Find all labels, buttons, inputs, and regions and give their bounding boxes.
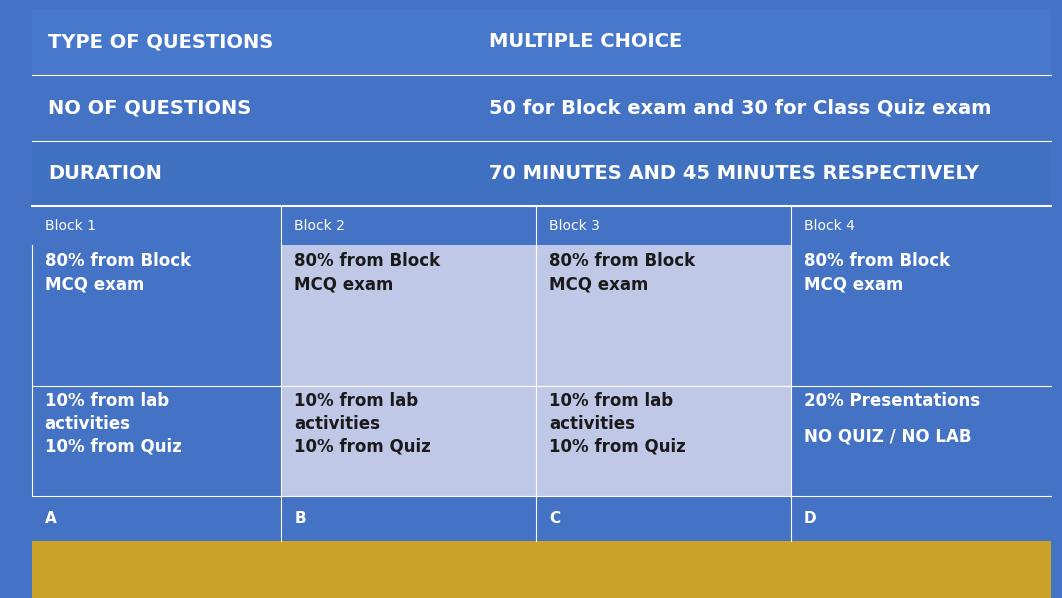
Text: 80% from Block
MCQ exam: 80% from Block MCQ exam bbox=[294, 252, 441, 293]
Text: 70 MINUTES AND 45 MINUTES RESPECTIVELY: 70 MINUTES AND 45 MINUTES RESPECTIVELY bbox=[489, 164, 978, 183]
Bar bbox=[32, 9, 1051, 75]
Bar bbox=[791, 386, 1051, 496]
Text: 50 for Block exam and 30 for Class Quiz exam: 50 for Block exam and 30 for Class Quiz … bbox=[489, 98, 991, 117]
Text: A: A bbox=[45, 511, 56, 526]
Text: 80% from Block
MCQ exam: 80% from Block MCQ exam bbox=[45, 252, 191, 293]
Text: 80% from Block
MCQ exam: 80% from Block MCQ exam bbox=[549, 252, 696, 293]
Bar bbox=[32, 496, 1051, 541]
Text: NO QUIZ / NO LAB: NO QUIZ / NO LAB bbox=[804, 428, 972, 446]
Bar bbox=[536, 386, 791, 496]
Bar bbox=[281, 245, 536, 386]
Text: 20% Presentations: 20% Presentations bbox=[804, 392, 980, 410]
Bar bbox=[32, 541, 1051, 598]
Text: NO OF QUESTIONS: NO OF QUESTIONS bbox=[48, 98, 251, 117]
Bar bbox=[32, 245, 281, 386]
Text: D: D bbox=[804, 511, 817, 526]
Bar bbox=[32, 206, 1051, 245]
Text: Block 2: Block 2 bbox=[294, 219, 345, 233]
Text: Block 4: Block 4 bbox=[804, 219, 855, 233]
Bar bbox=[791, 245, 1051, 386]
Text: DURATION: DURATION bbox=[48, 164, 161, 183]
Bar bbox=[281, 386, 536, 496]
Text: 10% from lab
activities
10% from Quiz: 10% from lab activities 10% from Quiz bbox=[294, 392, 431, 456]
Bar bbox=[32, 75, 1051, 141]
Text: 10% from lab
activities
10% from Quiz: 10% from lab activities 10% from Quiz bbox=[45, 392, 182, 456]
Text: 80% from Block
MCQ exam: 80% from Block MCQ exam bbox=[804, 252, 950, 293]
Text: Block 3: Block 3 bbox=[549, 219, 600, 233]
Text: TYPE OF QUESTIONS: TYPE OF QUESTIONS bbox=[48, 32, 273, 51]
Text: B: B bbox=[294, 511, 306, 526]
Text: MULTIPLE CHOICE: MULTIPLE CHOICE bbox=[489, 32, 682, 51]
Bar bbox=[32, 141, 1051, 206]
Text: C: C bbox=[549, 511, 560, 526]
Bar bbox=[536, 245, 791, 386]
Text: Block 1: Block 1 bbox=[45, 219, 96, 233]
Text: 10% from lab
activities
10% from Quiz: 10% from lab activities 10% from Quiz bbox=[549, 392, 686, 456]
Bar bbox=[32, 386, 281, 496]
